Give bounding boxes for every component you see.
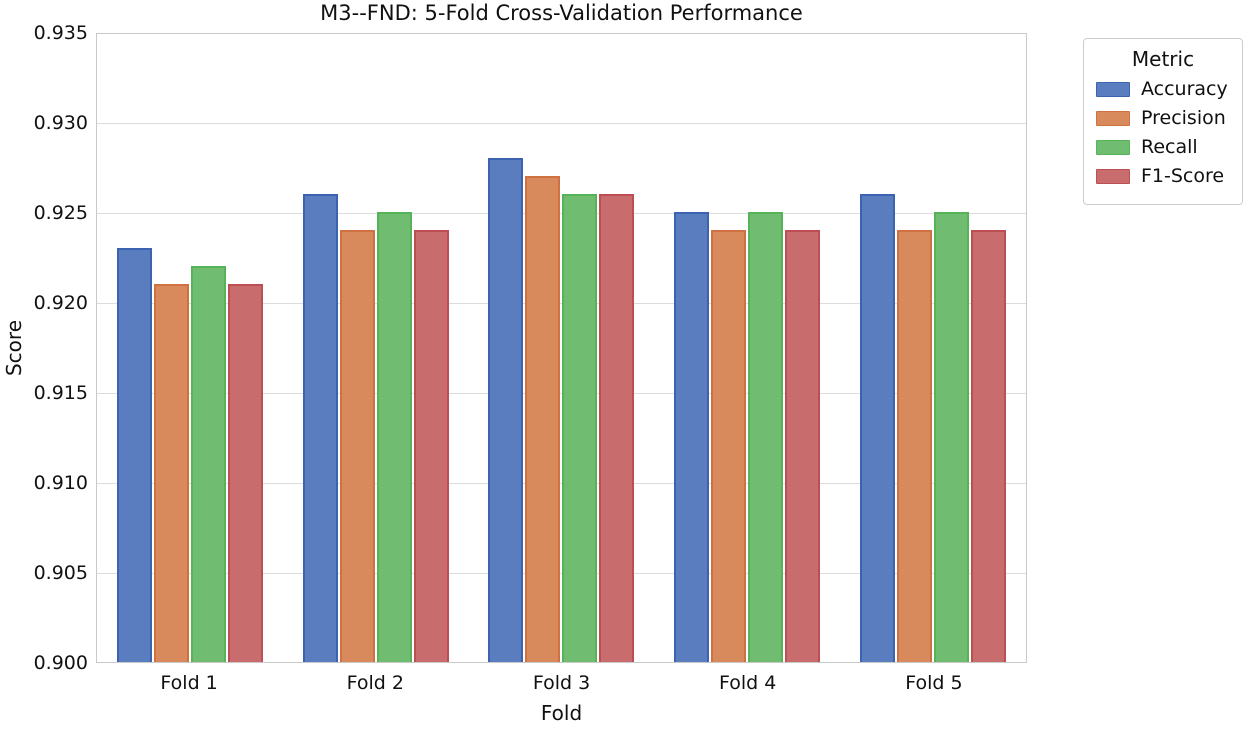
bar-accuracy-fold-1: [116, 248, 152, 662]
bar-recall-fold-5: [934, 212, 970, 662]
x-axis-label: Fold: [540, 701, 583, 725]
bar-precision-fold-1: [153, 284, 189, 662]
bar-f1-score-fold-1: [227, 284, 263, 662]
y-tick-label: 0.915: [33, 382, 88, 404]
y-tick-label: 0.900: [33, 652, 88, 674]
bar-precision-fold-2: [339, 230, 375, 662]
y-tick-label: 0.905: [33, 562, 88, 584]
bar-precision-fold-5: [897, 230, 933, 662]
gridline: [97, 213, 1026, 214]
bar-accuracy-fold-3: [488, 158, 524, 662]
legend-item-f1-score: F1-Score: [1096, 165, 1232, 187]
bar-recall-fold-4: [748, 212, 784, 662]
bar-group-fold-2: [283, 34, 469, 662]
legend-label: Precision: [1141, 107, 1226, 129]
legend-swatch-precision: [1096, 110, 1130, 126]
bar-f1-score-fold-4: [785, 230, 821, 662]
legend-label: Accuracy: [1141, 78, 1228, 100]
bar-group-fold-5: [840, 34, 1026, 662]
y-tick-label: 0.910: [33, 472, 88, 494]
bar-f1-score-fold-3: [599, 194, 635, 662]
y-tick-label: 0.920: [33, 292, 88, 314]
legend: Metric Accuracy Precision Recall F1-Score: [1083, 38, 1243, 205]
y-tick-label: 0.935: [33, 22, 88, 44]
bar-accuracy-fold-5: [860, 194, 896, 662]
y-axis-label: Score: [0, 33, 28, 663]
bar-f1-score-fold-2: [413, 230, 449, 662]
gridline: [97, 303, 1026, 304]
legend-swatch-f1-score: [1096, 168, 1130, 184]
bar-f1-score-fold-5: [971, 230, 1007, 662]
x-tick-label: Fold 5: [905, 672, 963, 694]
x-tick-label: Fold 4: [719, 672, 777, 694]
legend-item-accuracy: Accuracy: [1096, 78, 1232, 100]
legend-swatch-recall: [1096, 139, 1130, 155]
bar-groups: [97, 34, 1026, 662]
bar-recall-fold-1: [190, 266, 226, 662]
bar-precision-fold-4: [711, 230, 747, 662]
bar-recall-fold-2: [376, 212, 412, 662]
y-axis-label-text: Score: [2, 319, 26, 376]
bar-group-fold-3: [469, 34, 655, 662]
y-tick-label: 0.925: [33, 202, 88, 224]
x-tick-label: Fold 3: [532, 672, 591, 694]
gridline: [97, 483, 1026, 484]
bar-group-fold-1: [97, 34, 283, 662]
bar-group-fold-4: [654, 34, 840, 662]
x-axis-tick-labels: Fold 1 Fold 2 Fold 3 Fold 4 Fold 5: [96, 672, 1027, 694]
legend-swatch-accuracy: [1096, 81, 1130, 97]
legend-items: Accuracy Precision Recall F1-Score: [1094, 78, 1232, 187]
x-tick-label: Fold 2: [346, 672, 404, 694]
gridline: [97, 573, 1026, 574]
plot-area: [96, 33, 1027, 663]
legend-item-recall: Recall: [1096, 136, 1232, 158]
bar-accuracy-fold-2: [302, 194, 338, 662]
y-axis-tick-labels: 0.935 0.930 0.925 0.920 0.915 0.910 0.905 0.900: [0, 22, 88, 674]
bar-precision-fold-3: [525, 176, 561, 662]
chart-title: M3--FND: 5-Fold Cross-Validation Perform…: [320, 1, 803, 25]
legend-label: F1-Score: [1141, 165, 1225, 187]
gridline: [97, 393, 1026, 394]
legend-label: Recall: [1141, 136, 1198, 158]
legend-item-precision: Precision: [1096, 107, 1232, 129]
x-tick-label: Fold 1: [160, 672, 218, 694]
legend-title: Metric: [1131, 47, 1195, 71]
bar-recall-fold-3: [562, 194, 598, 662]
bar-accuracy-fold-4: [674, 212, 710, 662]
gridline: [97, 123, 1026, 124]
y-tick-label: 0.930: [33, 112, 88, 134]
